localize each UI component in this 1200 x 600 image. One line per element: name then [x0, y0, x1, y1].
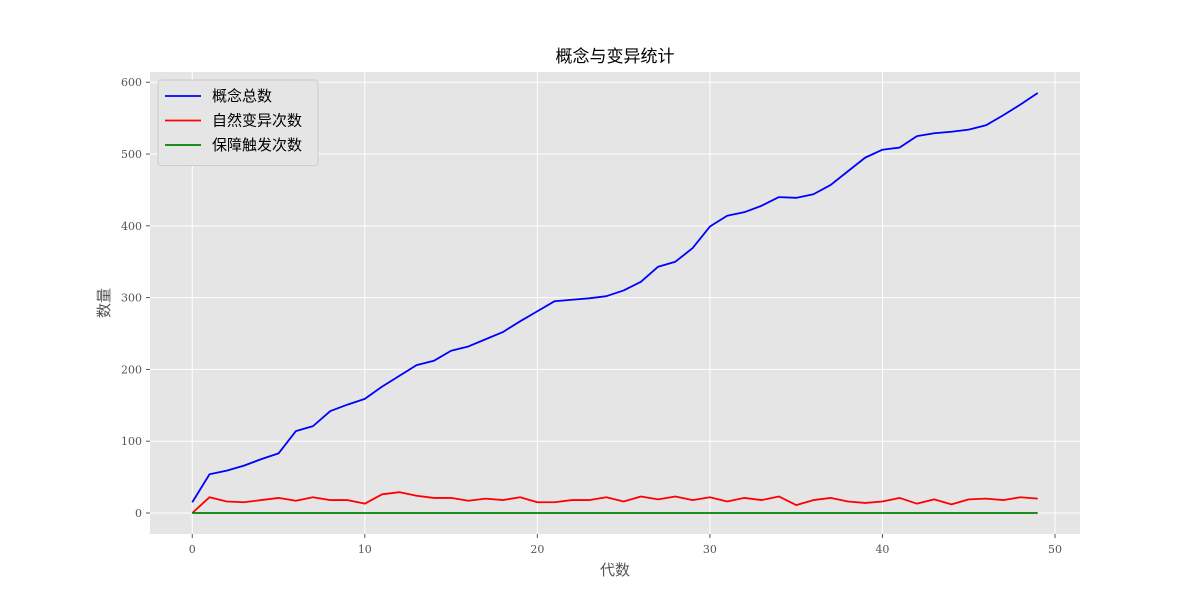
series-lines [191, 92, 1039, 514]
legend-label-2: 自然变异次数 [212, 112, 302, 130]
x-tick-label: 30 [703, 543, 717, 556]
y-tick-label: 200 [121, 363, 142, 376]
y-axis-label: 数量 [95, 288, 113, 318]
legend-label-3: 保障触发次数 [212, 136, 302, 154]
y-tick-label: 400 [121, 220, 142, 233]
x-tick-label: 0 [189, 543, 196, 556]
legend-label-1: 概念总数 [212, 87, 272, 105]
series-line-1 [191, 92, 1039, 503]
y-tick-label: 300 [121, 292, 142, 305]
y-tick-label: 0 [135, 507, 142, 520]
x-tick-label: 40 [875, 543, 889, 556]
x-tick-label: 50 [1048, 543, 1062, 556]
y-tick-label: 100 [121, 435, 142, 448]
x-axis-label: 代数 [600, 561, 630, 579]
series-line-2 [191, 491, 1038, 514]
x-tick-label: 10 [358, 543, 372, 556]
chart-title: 概念与变异统计 [556, 46, 675, 67]
y-tick-label: 600 [121, 76, 142, 89]
x-tick-label: 20 [530, 543, 544, 556]
y-tick-label: 500 [121, 148, 142, 161]
